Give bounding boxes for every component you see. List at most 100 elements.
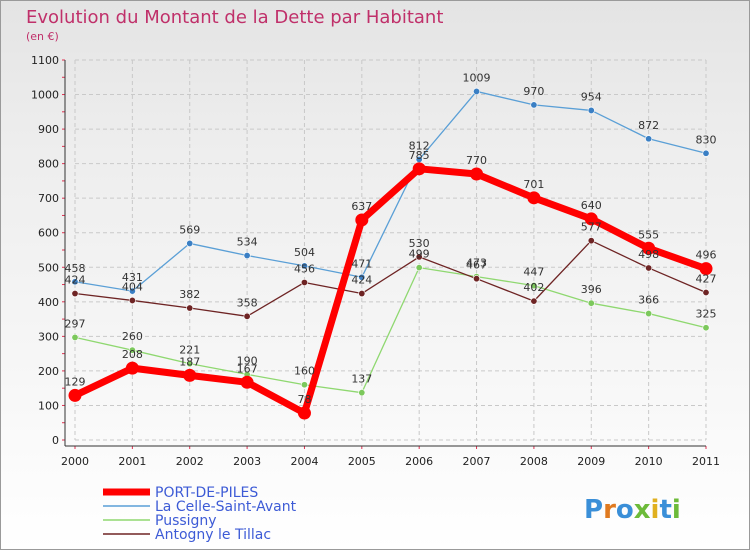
data-label-port-de-piles: 129 — [65, 375, 86, 388]
data-label-port-de-piles: 208 — [122, 348, 143, 361]
data-label-antogny-le-tillac: 456 — [294, 262, 315, 275]
data-point-la-celle-saint-avant — [645, 135, 653, 143]
data-point-pussigny — [71, 333, 79, 341]
data-point-la-celle-saint-avant — [358, 273, 366, 281]
x-tick-label: 2002 — [176, 455, 204, 468]
data-label-port-de-piles: 187 — [179, 355, 200, 368]
logo-letter: P — [584, 495, 603, 525]
data-point-antogny-le-tillac — [243, 312, 251, 320]
data-label-port-de-piles: 555 — [638, 228, 659, 241]
data-point-antogny-le-tillac — [186, 304, 194, 312]
y-tick-label: 400 — [38, 296, 59, 309]
data-label-la-celle-saint-avant: 1009 — [463, 71, 491, 84]
x-tick-label: 2008 — [520, 455, 548, 468]
data-point-pussigny — [300, 381, 308, 389]
series-line-pussigny — [74, 266, 707, 394]
y-tick-label: 1000 — [31, 89, 59, 102]
data-label-la-celle-saint-avant: 954 — [581, 90, 602, 103]
data-point-pussigny — [415, 264, 423, 272]
x-tick-label: 2006 — [405, 455, 433, 468]
y-tick-label: 100 — [38, 399, 59, 412]
x-tick-label: 2001 — [118, 455, 146, 468]
x-tick-label: 2009 — [577, 455, 605, 468]
axes: 0 100 200 300 400 500 600 700 800 900 1000 1100 2000… — [31, 54, 720, 468]
data-point-port-de-piles — [642, 241, 656, 255]
logo-letter: i — [672, 495, 681, 525]
data-point-la-celle-saint-avant — [186, 239, 194, 247]
series-line-antogny-le-tillac — [74, 240, 707, 317]
data-label-port-de-piles: 785 — [409, 149, 430, 162]
data-label-la-celle-saint-avant: 569 — [179, 223, 200, 236]
legend-label-port-de-piles: PORT-DE-PILES — [155, 485, 258, 501]
data-point-port-de-piles — [240, 375, 254, 389]
series-line-port-de-piles — [71, 165, 710, 417]
data-label-la-celle-saint-avant: 534 — [237, 236, 258, 249]
data-label-antogny-le-tillac: 424 — [351, 274, 372, 287]
logo-letter: r — [603, 495, 616, 525]
y-tick-label: 800 — [38, 158, 59, 171]
logo: Proxiti — [584, 495, 681, 525]
data-label-pussigny: 221 — [179, 344, 200, 357]
data-point-port-de-piles — [183, 368, 197, 382]
y-tick-label: 900 — [38, 123, 59, 136]
data-label-la-celle-saint-avant: 504 — [294, 246, 315, 259]
data-label-la-celle-saint-avant: 830 — [696, 133, 717, 146]
data-point-antogny-le-tillac — [358, 290, 366, 298]
data-label-pussigny: 473 — [466, 257, 487, 270]
data-point-port-de-piles — [125, 361, 139, 375]
legend-label-antogny-le-tillac: Antogny le Tillac — [155, 527, 271, 543]
data-point-antogny-le-tillac — [128, 296, 136, 304]
data-label-la-celle-saint-avant: 431 — [122, 271, 143, 284]
data-point-port-de-piles — [355, 213, 369, 227]
data-point-port-de-piles — [297, 406, 311, 420]
data-point-pussigny — [128, 346, 136, 354]
data-point-la-celle-saint-avant — [702, 149, 710, 157]
grid — [74, 59, 707, 441]
data-label-la-celle-saint-avant: 471 — [351, 257, 372, 270]
y-tick-label: 500 — [38, 261, 59, 274]
data-labels: 458 431 569 534 504 471 812 1009 970 954 872 830 297… — [65, 71, 717, 406]
x-tick-label: 2011 — [692, 455, 720, 468]
logo-letter: x — [634, 495, 651, 525]
data-label-antogny-le-tillac: 530 — [409, 237, 430, 250]
data-point-pussigny — [358, 389, 366, 397]
logo-letter: o — [616, 495, 634, 525]
logo-text: Proxiti — [584, 495, 681, 525]
data-point-antogny-le-tillac — [71, 290, 79, 298]
data-point-pussigny — [530, 282, 538, 290]
data-point-antogny-le-tillac — [300, 278, 308, 286]
x-tick-label: 2004 — [290, 455, 318, 468]
y-tick-label: 200 — [38, 365, 59, 378]
data-label-pussigny: 396 — [581, 283, 602, 296]
chart-title: Evolution du Montant de la Dette par Hab… — [26, 7, 443, 28]
data-point-port-de-piles — [584, 212, 598, 226]
data-label-pussigny: 447 — [523, 266, 544, 279]
data-label-antogny-le-tillac: 382 — [179, 288, 200, 301]
legend-label-pussigny: Pussigny — [155, 513, 217, 529]
data-point-la-celle-saint-avant — [243, 252, 251, 260]
data-label-pussigny: 325 — [696, 308, 717, 321]
y-tick-label: 300 — [38, 330, 59, 343]
data-label-antogny-le-tillac: 577 — [581, 221, 602, 234]
logo-letter: t — [659, 495, 671, 525]
data-point-antogny-le-tillac — [702, 288, 710, 296]
data-label-antogny-le-tillac: 467 — [466, 259, 487, 272]
data-label-port-de-piles: 496 — [696, 249, 717, 262]
data-label-antogny-le-tillac: 358 — [237, 296, 258, 309]
data-label-la-celle-saint-avant: 872 — [638, 119, 659, 132]
data-point-la-celle-saint-avant — [300, 262, 308, 270]
x-tick-label: 2007 — [463, 455, 491, 468]
data-point-port-de-piles — [527, 191, 541, 205]
data-label-pussigny: 499 — [409, 248, 430, 261]
chart-subtitle: (en €) — [26, 30, 59, 43]
data-point-antogny-le-tillac — [473, 275, 481, 283]
data-label-la-celle-saint-avant: 812 — [409, 139, 430, 152]
data-label-port-de-piles: 167 — [237, 362, 258, 375]
data-label-antogny-le-tillac: 498 — [638, 248, 659, 261]
y-tick-label: 0 — [52, 434, 59, 447]
data-point-port-de-piles — [470, 167, 484, 181]
data-label-port-de-piles: 701 — [523, 178, 544, 191]
